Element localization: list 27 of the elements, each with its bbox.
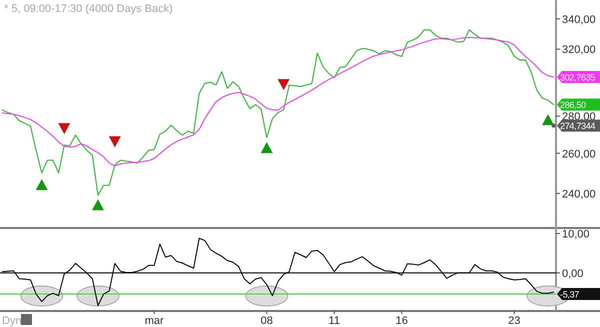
y-tick-label: 340,00	[562, 14, 596, 26]
text: Dyn	[2, 315, 22, 327]
y-tick-label: 320,00	[562, 44, 596, 56]
point	[108, 136, 121, 148]
point	[542, 114, 554, 126]
data-label: 286,50	[560, 100, 586, 110]
line-series	[2, 29, 554, 196]
y-tick-label: 260,00	[562, 148, 596, 160]
y-tick-label: 240,00	[562, 188, 596, 200]
y-tick-label: 0,00	[562, 268, 584, 280]
line-series	[2, 238, 554, 306]
y-tick-label: 10,00	[562, 228, 590, 241]
x-tick-label: 08	[260, 315, 273, 327]
data-label: 274,7344	[560, 121, 596, 132]
point	[92, 199, 104, 210]
line-series	[2, 36, 554, 166]
point	[260, 142, 273, 154]
x-tick-label: 16	[396, 315, 408, 327]
data-label: 302,7635	[560, 72, 596, 82]
point	[58, 123, 70, 134]
x-tick-label: 23	[508, 315, 520, 327]
ref-line-label: -5,37	[560, 289, 580, 300]
x-tick-label: mar	[144, 315, 164, 327]
point	[278, 79, 290, 90]
chart-title: * 5, 09:00-17:30 (4000 Days Back)	[4, 3, 173, 15]
x-tick-label: 11	[328, 315, 340, 327]
point	[36, 179, 48, 190]
